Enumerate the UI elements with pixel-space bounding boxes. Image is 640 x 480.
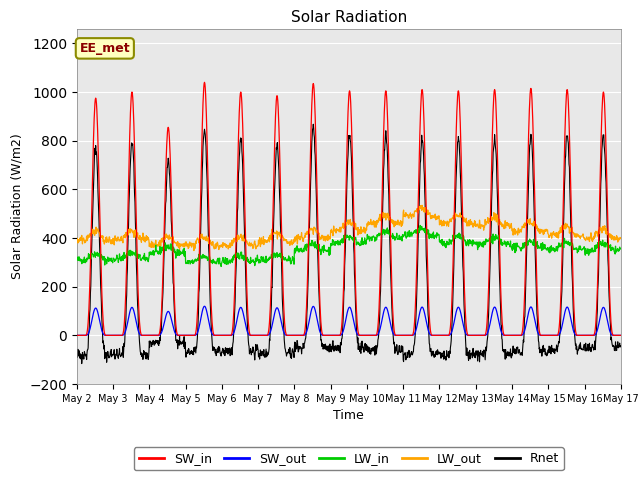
- Y-axis label: Solar Radiation (W/m2): Solar Radiation (W/m2): [11, 133, 24, 279]
- Legend: SW_in, SW_out, LW_in, LW_out, Rnet: SW_in, SW_out, LW_in, LW_out, Rnet: [134, 447, 564, 470]
- X-axis label: Time: Time: [333, 409, 364, 422]
- Text: EE_met: EE_met: [79, 42, 130, 55]
- Title: Solar Radiation: Solar Radiation: [291, 10, 407, 25]
